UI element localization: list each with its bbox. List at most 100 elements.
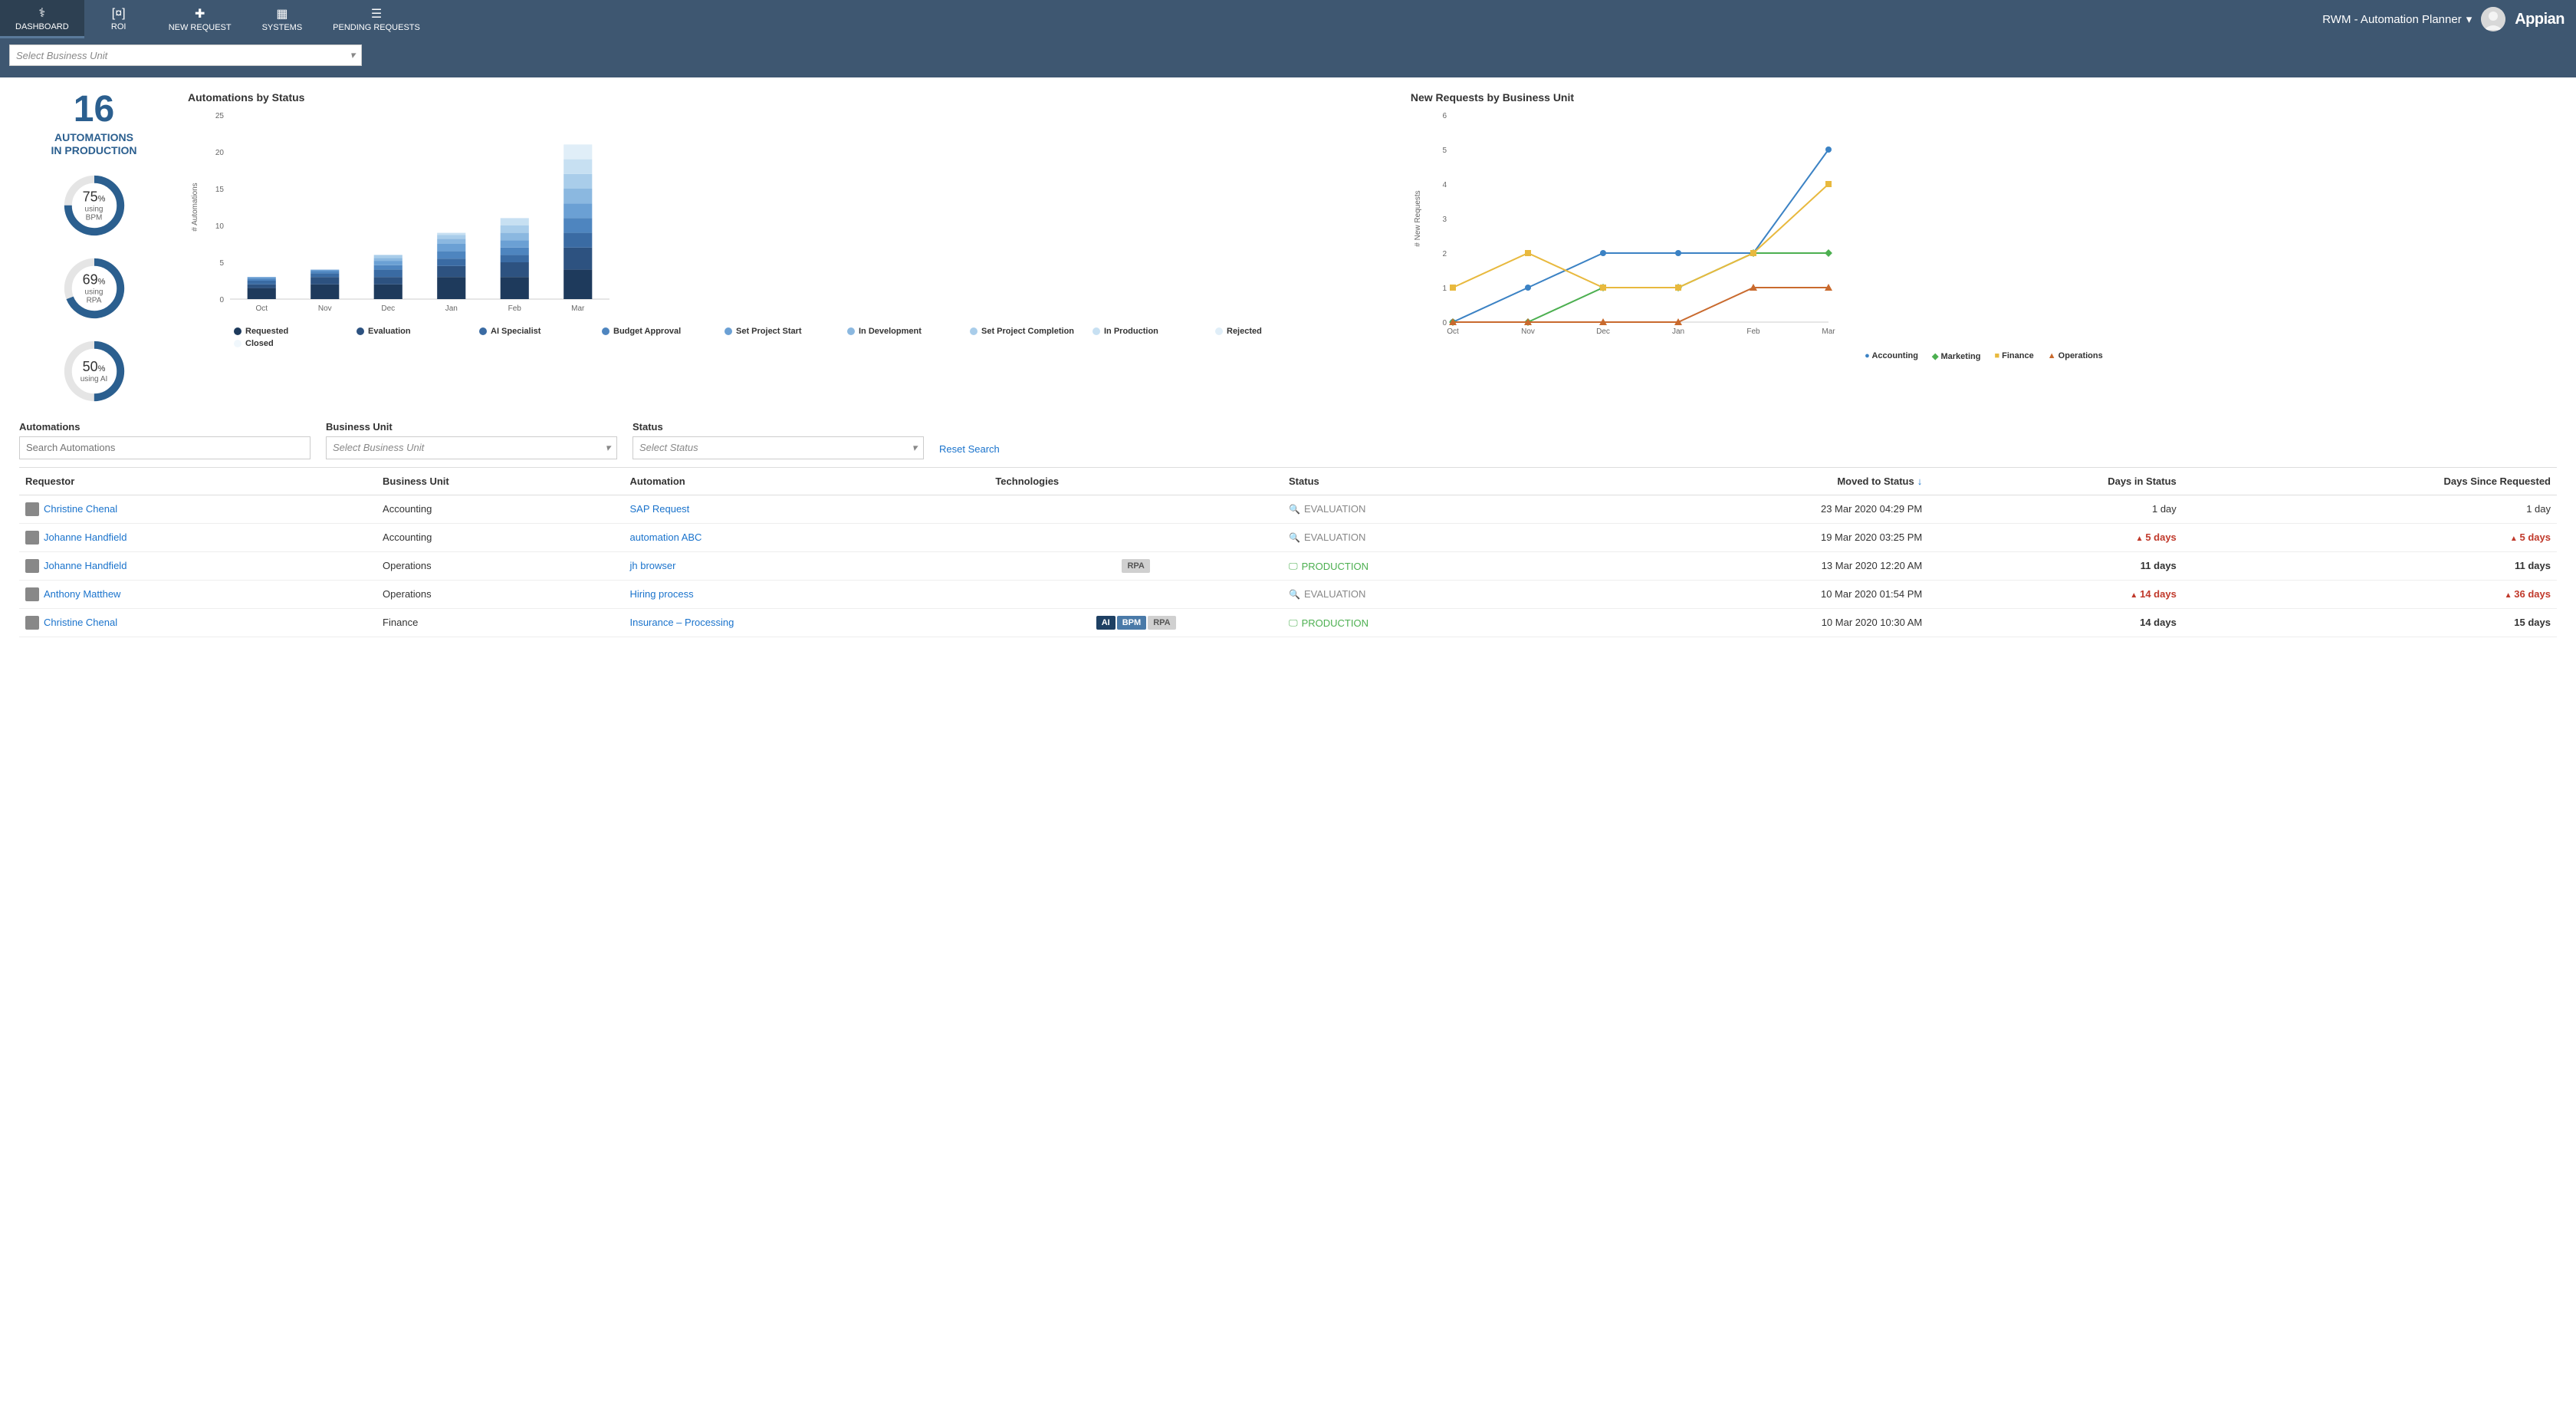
reset-search-link[interactable]: Reset Search	[939, 443, 1000, 459]
svg-text:2: 2	[1442, 250, 1447, 258]
table-header[interactable]: Days Since Requested	[2183, 467, 2557, 495]
avatar-icon	[25, 502, 39, 516]
nav-dashboard[interactable]: ⚕ DASHBOARD	[0, 0, 84, 38]
status-badge: 🖵 PRODUCTION	[1289, 617, 1368, 629]
legend-item: ▲ Operations	[2048, 351, 2103, 361]
chevron-down-icon: ▾	[350, 49, 355, 61]
days-since-cell: 11 days	[2183, 551, 2557, 580]
line-chart-panel: New Requests by Business Unit 0123456Oct…	[1411, 91, 2557, 406]
days-in-cell: 14 days	[1928, 608, 2183, 637]
svg-text:Feb: Feb	[508, 304, 522, 313]
avatar-icon	[25, 531, 39, 545]
automation-link[interactable]: Insurance – Processing	[629, 617, 734, 628]
legend-item: AI Specialist	[479, 327, 586, 336]
table-header[interactable]: Technologies	[989, 467, 1283, 495]
svg-text:5: 5	[1442, 146, 1447, 155]
tech-cell: RPA	[989, 551, 1283, 580]
bu-cell: Operations	[376, 580, 623, 608]
requestor-link[interactable]: Christine Chenal	[25, 616, 370, 630]
svg-text:Dec: Dec	[1596, 327, 1610, 336]
legend-item: ● Accounting	[1865, 351, 1918, 361]
days-since-cell: 5 days	[2183, 523, 2557, 551]
legend-item: Set Project Start	[724, 327, 832, 336]
chevron-down-icon: ▾	[2466, 12, 2472, 26]
nav-new-request[interactable]: ✚ NEW REQUEST	[153, 0, 247, 38]
automation-link[interactable]: jh browser	[629, 560, 675, 571]
bu-filter-dropdown[interactable]: Select Business Unit▾	[326, 436, 617, 459]
requestor-link[interactable]: Johanne Handfield	[25, 559, 370, 573]
requestor-link[interactable]: Johanne Handfield	[25, 531, 370, 545]
table-header[interactable]: Moved to Status↓	[1572, 467, 1929, 495]
requestor-link[interactable]: Anthony Matthew	[25, 587, 370, 601]
legend-item: ◆ Marketing	[1932, 351, 1980, 361]
table-row: Anthony Matthew Operations Hiring proces…	[19, 580, 2557, 608]
moved-cell: 10 Mar 2020 01:54 PM	[1572, 580, 1929, 608]
chart-title: New Requests by Business Unit	[1411, 91, 2557, 104]
search-icon: 🔍	[1289, 589, 1300, 600]
svg-text:# Automations: # Automations	[191, 183, 199, 231]
avatar-icon	[25, 616, 39, 630]
svg-text:25: 25	[215, 112, 225, 120]
chevron-down-icon: ▾	[912, 442, 917, 454]
table-header[interactable]: Requestor	[19, 467, 376, 495]
nav-roi[interactable]: [¤] ROI	[84, 0, 153, 38]
search-icon: 🔍	[1289, 532, 1300, 543]
moved-cell: 13 Mar 2020 12:20 AM	[1572, 551, 1929, 580]
kpi-count: 16	[19, 91, 169, 128]
bu-filter-label: Business Unit	[326, 421, 617, 433]
grid-icon: ▦	[276, 6, 288, 21]
donut-gauge: 75%using BPM	[60, 171, 129, 240]
donut-gauge: 69%using RPA	[60, 254, 129, 323]
days-in-cell: 5 days	[1928, 523, 2183, 551]
status-filter-label: Status	[632, 421, 924, 433]
nav-pending-requests[interactable]: ☰ PENDING REQUESTS	[317, 0, 435, 38]
bu-cell: Finance	[376, 608, 623, 637]
svg-text:0: 0	[219, 296, 224, 304]
days-in-cell: 11 days	[1928, 551, 2183, 580]
tech-cell	[989, 580, 1283, 608]
tech-cell: AIBPMRPA	[989, 608, 1283, 637]
svg-text:0: 0	[1442, 319, 1447, 327]
stethoscope-icon: ⚕	[39, 5, 46, 21]
days-in-cell: 1 day	[1928, 495, 2183, 523]
requestor-link[interactable]: Christine Chenal	[25, 502, 370, 516]
nav-label: SYSTEMS	[262, 23, 303, 32]
legend-item: Evaluation	[356, 327, 464, 336]
svg-text:3: 3	[1442, 216, 1447, 224]
kpi-panel: 16 AUTOMATIONSIN PRODUCTION 75%using BPM…	[19, 91, 169, 406]
kpi-label: AUTOMATIONSIN PRODUCTION	[19, 131, 169, 157]
nav-label: PENDING REQUESTS	[333, 23, 420, 32]
svg-text:20: 20	[215, 149, 225, 157]
svg-text:Dec: Dec	[381, 304, 395, 313]
svg-text:# New Requests: # New Requests	[1414, 190, 1422, 246]
plus-icon: ✚	[195, 6, 205, 21]
status-badge: 🔍 EVALUATION	[1289, 531, 1365, 543]
days-since-cell: 36 days	[2183, 580, 2557, 608]
table-row: Christine Chenal Accounting SAP Request …	[19, 495, 2557, 523]
business-unit-dropdown[interactable]: Select Business Unit ▾	[9, 44, 362, 66]
money-icon: [¤]	[112, 7, 126, 21]
svg-text:4: 4	[1442, 181, 1447, 189]
table-row: Johanne Handfield Operations jh browser …	[19, 551, 2557, 580]
nav-label: ROI	[111, 22, 127, 31]
nav-systems[interactable]: ▦ SYSTEMS	[247, 0, 318, 38]
automation-link[interactable]: Hiring process	[629, 588, 693, 600]
search-automations-input[interactable]	[19, 436, 310, 459]
moved-cell: 10 Mar 2020 10:30 AM	[1572, 608, 1929, 637]
avatar-icon	[25, 587, 39, 601]
bu-cell: Accounting	[376, 523, 623, 551]
bar-chart: 0510152025OctNovDecJanFebMar# Automation…	[188, 111, 1392, 321]
automation-link[interactable]: automation ABC	[629, 531, 702, 543]
table-header[interactable]: Business Unit	[376, 467, 623, 495]
legend-item: Set Project Completion	[970, 327, 1077, 336]
svg-text:Oct: Oct	[1447, 327, 1459, 336]
automation-link[interactable]: SAP Request	[629, 503, 689, 515]
table-header[interactable]: Automation	[623, 467, 989, 495]
table-row: Christine Chenal Finance Insurance – Pro…	[19, 608, 2557, 637]
monitor-icon: 🖵	[1289, 561, 1298, 572]
legend-item: Requested	[234, 327, 341, 336]
status-filter-dropdown[interactable]: Select Status▾	[632, 436, 924, 459]
table-header[interactable]: Status	[1283, 467, 1572, 495]
user-menu[interactable]: RWM - Automation Planner ▾ Appian	[2311, 0, 2576, 38]
table-header[interactable]: Days in Status	[1928, 467, 2183, 495]
